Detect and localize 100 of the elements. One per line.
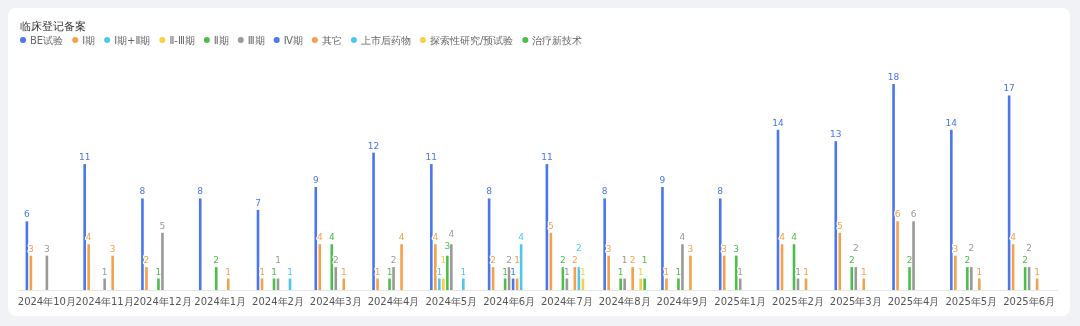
bar (689, 255, 692, 290)
data-label: 4 (85, 232, 92, 243)
legend-label: Ⅰ期 (82, 35, 96, 46)
data-label: 1 (675, 266, 682, 277)
data-label: 3 (952, 243, 959, 254)
x-tick-label: 2025年1月 (714, 296, 767, 307)
bar (388, 278, 391, 290)
bar (145, 267, 148, 290)
data-label: 1 (514, 254, 520, 265)
x-tick-label: 2025年6月 (1003, 296, 1056, 307)
legend-label: Ⅳ期 (283, 35, 303, 46)
data-label: 2 (572, 255, 578, 266)
bar (446, 255, 449, 290)
data-label: 8 (139, 186, 146, 197)
chart-title: 临床登记备案 (20, 20, 86, 33)
x-tick-label: 2025年2月 (772, 296, 824, 307)
data-label: 18 (887, 72, 900, 82)
data-label: 4 (518, 232, 525, 243)
data-label: 1 (502, 266, 508, 277)
x-tick-label: 2025年5月 (945, 296, 998, 307)
data-label: 6 (910, 209, 917, 220)
data-label: 2 (506, 255, 512, 266)
data-label: 3 (687, 243, 694, 254)
bar (342, 278, 346, 290)
data-label: 3 (605, 243, 612, 254)
bar (966, 267, 969, 290)
data-label: 1 (663, 266, 670, 277)
data-label: 1 (155, 266, 162, 277)
data-label: 14 (772, 117, 784, 128)
data-label: 2 (848, 255, 855, 266)
data-label: 4 (316, 232, 323, 243)
bar (738, 278, 742, 290)
bar (665, 278, 668, 290)
bar (639, 278, 642, 290)
bar (462, 278, 465, 290)
legend-label: Ⅰ期+Ⅱ期 (114, 35, 151, 46)
data-label: 3 (109, 243, 116, 254)
data-label: 1 (271, 266, 277, 277)
legend-label: BE试验 (30, 35, 64, 46)
data-label: 5 (836, 220, 843, 231)
data-label: 1 (259, 266, 265, 277)
legend-label: Ⅲ期 (247, 35, 265, 46)
data-label: 2 (1022, 255, 1028, 266)
x-tick-label: 2024年2月 (252, 296, 304, 307)
bar (631, 267, 634, 290)
data-label: 11 (541, 152, 553, 163)
data-label: 1 (737, 266, 744, 277)
x-tick-label: 2024年12月 (133, 296, 192, 307)
data-label: 2 (560, 255, 566, 266)
data-label: 6 (24, 209, 31, 220)
data-label: 12 (367, 140, 380, 151)
bar (950, 129, 953, 290)
bar (607, 255, 610, 290)
bar (718, 198, 722, 290)
bar (450, 244, 453, 290)
data-label: 1 (101, 266, 108, 277)
bar (334, 267, 338, 290)
data-label: 14 (945, 117, 958, 128)
data-label: 1 (275, 254, 281, 265)
x-tick-label: 2024年4月 (367, 296, 420, 307)
data-label: 1 (374, 266, 381, 277)
bar (214, 267, 218, 290)
x-tick-label: 2025年4月 (887, 296, 940, 307)
bar (111, 255, 114, 290)
x-tick-label: 2024年10月 (17, 296, 76, 307)
data-label: 4 (679, 232, 686, 243)
data-label: 1 (287, 266, 293, 277)
bar (954, 255, 957, 290)
x-tick-label: 2024年5月 (425, 296, 478, 307)
bar (83, 164, 86, 290)
data-label: 5 (159, 220, 166, 231)
bar (623, 278, 626, 290)
x-tick-label: 2024年8月 (598, 296, 651, 307)
data-label: 13 (830, 129, 842, 140)
data-label: 4 (432, 232, 439, 243)
data-label: 1 (976, 266, 983, 277)
bar (734, 255, 738, 290)
data-label: 2 (390, 255, 397, 266)
bar (854, 267, 858, 290)
x-tick-label: 2024年7月 (540, 296, 593, 307)
legend-label: 其它 (321, 35, 342, 46)
bar (314, 187, 318, 290)
data-label: 2 (576, 243, 582, 254)
data-label: 4 (448, 229, 455, 240)
bar (722, 255, 726, 290)
bar (677, 278, 680, 290)
data-label: 2 (143, 255, 150, 266)
data-label: 1 (225, 266, 232, 277)
data-label: 1 (641, 254, 648, 265)
bar (603, 198, 606, 290)
data-label: 4 (328, 232, 335, 243)
bar (226, 278, 230, 290)
bar (372, 152, 375, 290)
data-label: 4 (779, 232, 786, 243)
bar (862, 278, 866, 290)
data-label: 2 (964, 255, 971, 266)
data-label: 1 (621, 254, 628, 265)
bar (103, 278, 106, 290)
data-label: 6 (894, 209, 901, 220)
bar (970, 267, 973, 290)
